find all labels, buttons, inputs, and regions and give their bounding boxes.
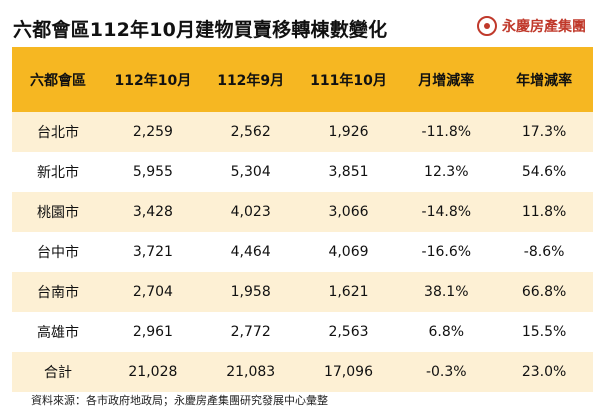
value-cell: 2,772 xyxy=(201,312,300,352)
region-cell: 新北市 xyxy=(12,152,104,192)
value-cell: 21,083 xyxy=(201,352,300,392)
value-cell: 54.6% xyxy=(495,152,593,192)
table-row: 台北市 2,259 2,562 1,926 -11.8% 17.3% xyxy=(12,112,593,152)
region-cell: 桃園市 xyxy=(12,192,104,232)
header-sep-112: 112年9月 xyxy=(201,47,300,112)
value-cell: 2,563 xyxy=(299,312,398,352)
value-cell: 3,428 xyxy=(104,192,202,232)
value-cell: 1,926 xyxy=(299,112,398,152)
brand-name: 永慶房產集團 xyxy=(502,19,586,35)
value-cell: 2,704 xyxy=(104,272,202,312)
value-cell: 2,961 xyxy=(104,312,202,352)
value-cell: 3,721 xyxy=(104,232,202,272)
value-cell: 21,028 xyxy=(104,352,202,392)
value-cell: 4,069 xyxy=(299,232,398,272)
header-mom-change: 月增減率 xyxy=(397,47,496,112)
region-cell: 台北市 xyxy=(12,112,104,152)
value-cell: -0.3% xyxy=(397,352,496,392)
table-row: 高雄市 2,961 2,772 2,563 6.8% 15.5% xyxy=(12,312,593,352)
value-cell: 38.1% xyxy=(397,272,496,312)
value-cell: 3,066 xyxy=(299,192,398,232)
value-cell: 5,955 xyxy=(104,152,202,192)
value-cell: 1,958 xyxy=(201,272,300,312)
value-cell: 4,464 xyxy=(201,232,300,272)
header-yoy-change: 年增減率 xyxy=(495,47,593,112)
value-cell: 23.0% xyxy=(495,352,593,392)
table-row: 桃園市 3,428 4,023 3,066 -14.8% 11.8% xyxy=(12,192,593,232)
value-cell: 1,621 xyxy=(299,272,398,312)
table-row: 新北市 5,955 5,304 3,851 12.3% 54.6% xyxy=(12,152,593,192)
value-cell: 4,023 xyxy=(201,192,300,232)
source-note: 資料來源：各市政府地政局；永慶房產集團研究發展中心彙整 xyxy=(31,394,328,407)
region-cell: 高雄市 xyxy=(12,312,104,352)
value-cell: 17.3% xyxy=(495,112,593,152)
value-cell: -14.8% xyxy=(397,192,496,232)
transfer-table: 六都會區 112年10月 112年9月 111年10月 月增減率 年增減率 台北… xyxy=(12,47,593,392)
page-title: 六都會區112年10月建物買賣移轉棟數變化 xyxy=(13,19,388,41)
value-cell: 3,851 xyxy=(299,152,398,192)
value-cell: 2,259 xyxy=(104,112,202,152)
region-cell: 合計 xyxy=(12,352,104,392)
table-total-row: 合計 21,028 21,083 17,096 -0.3% 23.0% xyxy=(12,352,593,392)
value-cell: 2,562 xyxy=(201,112,300,152)
brand: 永慶房產集團 xyxy=(477,16,586,36)
region-cell: 台中市 xyxy=(12,232,104,272)
header-oct-112: 112年10月 xyxy=(104,47,202,112)
data-table-container: 六都會區 112年10月 112年9月 111年10月 月增減率 年增減率 台北… xyxy=(12,47,593,392)
region-cell: 台南市 xyxy=(12,272,104,312)
value-cell: -11.8% xyxy=(397,112,496,152)
header-oct-111: 111年10月 xyxy=(299,47,398,112)
table-row: 台南市 2,704 1,958 1,621 38.1% 66.8% xyxy=(12,272,593,312)
value-cell: 15.5% xyxy=(495,312,593,352)
value-cell: 11.8% xyxy=(495,192,593,232)
yungching-logo-icon xyxy=(477,16,497,36)
table-header-row: 六都會區 112年10月 112年9月 111年10月 月增減率 年增減率 xyxy=(12,47,593,112)
value-cell: 6.8% xyxy=(397,312,496,352)
value-cell: -16.6% xyxy=(397,232,496,272)
value-cell: 66.8% xyxy=(495,272,593,312)
value-cell: 5,304 xyxy=(201,152,300,192)
value-cell: 17,096 xyxy=(299,352,398,392)
header-region: 六都會區 xyxy=(12,47,104,112)
table-row: 台中市 3,721 4,464 4,069 -16.6% -8.6% xyxy=(12,232,593,272)
value-cell: -8.6% xyxy=(495,232,593,272)
value-cell: 12.3% xyxy=(397,152,496,192)
